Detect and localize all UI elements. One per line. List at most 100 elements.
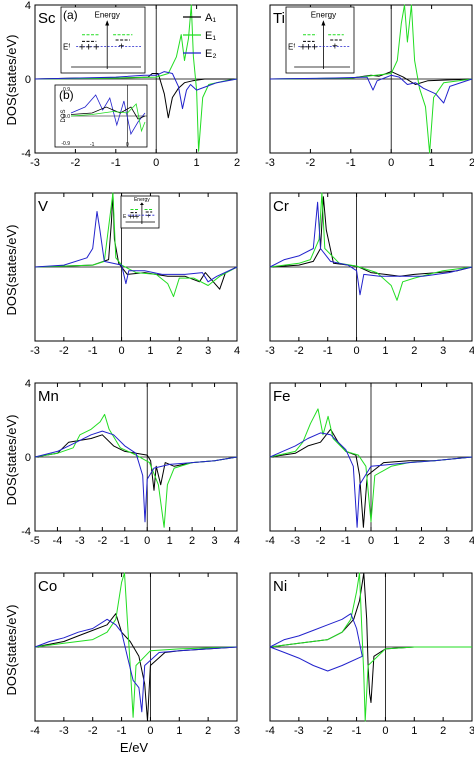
x-tick-label: 0 bbox=[382, 725, 388, 737]
series-e-line bbox=[269, 613, 363, 672]
panel-cr: -3 -2 -1 0 1 2 3 4 Cr bbox=[265, 192, 474, 357]
x-tick-label: 1 bbox=[393, 535, 399, 547]
series-e-line bbox=[34, 4, 238, 152]
x-tick-label: 2 bbox=[469, 157, 474, 169]
inset-frame bbox=[60, 6, 146, 74]
arrow-up-icon bbox=[105, 20, 110, 26]
panel-ni: -4 -3 -2 -1 0 1 2 3 Ni bbox=[265, 572, 474, 737]
element-label: Co bbox=[38, 578, 57, 595]
x-tick-label: 0 bbox=[119, 345, 125, 357]
x-tick-label: -2 bbox=[97, 535, 107, 547]
arrow-up-icon bbox=[321, 20, 326, 26]
x-tick-label: 3 bbox=[440, 345, 446, 357]
x-tick-label: 4 bbox=[469, 535, 474, 547]
x-tick-label: 2 bbox=[176, 345, 182, 357]
series-e-line bbox=[269, 201, 473, 296]
series-e-line bbox=[269, 4, 473, 154]
x-tick-label: 1 bbox=[147, 345, 153, 357]
inset-label: (b) bbox=[59, 88, 74, 102]
x-tick-label: -3 bbox=[59, 725, 69, 737]
x-tick-label: 3 bbox=[469, 725, 474, 737]
series-e-line bbox=[34, 71, 238, 110]
x-tick-label: -3 bbox=[30, 345, 40, 357]
element-label: Fe bbox=[273, 388, 291, 405]
x-tick-label: -1 bbox=[323, 345, 333, 357]
x-tick-label: 3 bbox=[444, 535, 450, 547]
panel-mn: -5 -4 -3 -2 -1 0 1 2 3 440-4Mn bbox=[21, 378, 240, 547]
x-tick-label: 1 bbox=[382, 345, 388, 357]
series-a-line bbox=[34, 192, 238, 290]
inset-series-line bbox=[70, 103, 146, 133]
series-e-line bbox=[269, 432, 473, 528]
plus-marker: + bbox=[131, 212, 136, 221]
inset-title: Energy bbox=[134, 197, 150, 203]
ef-label: Eᶠ bbox=[63, 43, 70, 52]
x-tick-label: -3 bbox=[265, 157, 275, 169]
series-e-line bbox=[34, 572, 238, 718]
y-tick-label: -4 bbox=[21, 526, 31, 538]
x-tick-label: -4 bbox=[265, 535, 275, 547]
x-tick-label: -3 bbox=[290, 535, 300, 547]
inset-y-tick-label: 0.0 bbox=[63, 114, 70, 120]
x-tick-label: -4 bbox=[265, 725, 275, 737]
x-tick-label: -3 bbox=[294, 725, 304, 737]
inset-series-line bbox=[70, 106, 146, 120]
series-e-line bbox=[269, 408, 473, 523]
x-tick-label: -1 bbox=[120, 535, 130, 547]
inset-x-tick-label: -1 bbox=[90, 142, 95, 148]
series-e-line bbox=[34, 430, 238, 523]
x-tick-label: 0 bbox=[144, 535, 150, 547]
legend-label: E₁ bbox=[205, 30, 216, 42]
x-tick-label: 1 bbox=[176, 725, 182, 737]
x-tick-label: 0 bbox=[368, 535, 374, 547]
element-label: Mn bbox=[38, 388, 59, 405]
y-tick-label: 4 bbox=[25, 0, 31, 12]
plus-marker: + bbox=[311, 42, 317, 54]
element-label: Ti bbox=[273, 10, 285, 27]
series-a-line bbox=[34, 434, 238, 491]
series-a-line bbox=[269, 428, 473, 528]
x-tick-label: 2 bbox=[411, 345, 417, 357]
series-e-line bbox=[269, 192, 473, 301]
x-tick-label: 2 bbox=[234, 157, 240, 169]
plus-marker: + bbox=[86, 42, 92, 54]
legend: A₁ E₁ E₂ bbox=[183, 12, 217, 60]
series-e-line bbox=[34, 413, 238, 528]
y-tick-label: 4 bbox=[25, 378, 31, 390]
x-tick-label: 4 bbox=[234, 535, 240, 547]
plus-marker: + bbox=[146, 213, 150, 220]
panel-fe: -4 -3 -2 -1 0 1 2 3 4 Fe bbox=[265, 382, 474, 547]
x-tick-label: 2 bbox=[189, 535, 195, 547]
inset-title: Energy bbox=[95, 11, 120, 20]
x-tick-label: 0 bbox=[354, 345, 360, 357]
plus-marker: + bbox=[93, 42, 99, 54]
x-tick-label: -3 bbox=[30, 157, 40, 169]
arrow-up-icon bbox=[139, 202, 144, 205]
inset-y-tick-label: 0.9 bbox=[63, 87, 70, 93]
x-tick-label: -1 bbox=[117, 725, 127, 737]
x-tick-label: -4 bbox=[30, 725, 40, 737]
x-tick-label: 2 bbox=[440, 725, 446, 737]
element-label: V bbox=[38, 198, 48, 215]
x-tick-label: 1 bbox=[194, 157, 200, 169]
series-e-line bbox=[34, 192, 238, 298]
x-tick-label: -2 bbox=[306, 157, 316, 169]
series-e-line bbox=[269, 74, 473, 104]
plus-marker: + bbox=[135, 212, 140, 221]
x-tick-label: 3 bbox=[234, 725, 240, 737]
y-tick-label: 0 bbox=[25, 452, 31, 464]
x-tick-label: -1 bbox=[352, 725, 362, 737]
inset-ylabel: DOS bbox=[61, 109, 67, 122]
ylabel-row2: DOS(states/eV) bbox=[4, 224, 19, 315]
ylabel-row3: DOS(states/eV) bbox=[4, 414, 19, 505]
x-tick-label: -1 bbox=[341, 535, 351, 547]
x-tick-label: -1 bbox=[111, 157, 121, 169]
element-label: Ni bbox=[273, 578, 287, 595]
x-tick-label: -2 bbox=[323, 725, 333, 737]
x-tick-label: -1 bbox=[346, 157, 356, 169]
ef-label: E bbox=[123, 214, 127, 220]
